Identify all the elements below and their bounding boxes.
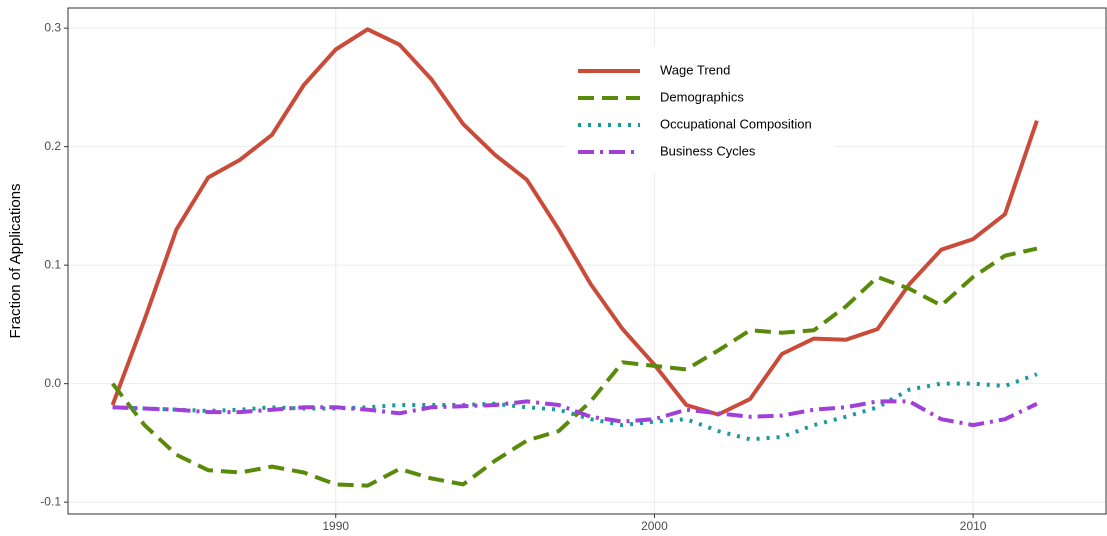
y-tick-label: -0.1	[40, 494, 61, 508]
line-series	[111, 246, 1038, 488]
x-tick-label: 2000	[641, 519, 668, 533]
y-axis-label: Fraction of Applications	[7, 183, 24, 338]
panel-border	[67, 7, 1107, 515]
line-series	[112, 399, 1038, 428]
legend-label: Business Cycles	[660, 143, 756, 158]
x-tick-label: 2010	[960, 519, 987, 533]
legend-label: Wage Trend	[660, 62, 730, 77]
line-series	[110, 27, 1039, 417]
line-series	[112, 372, 1038, 442]
legend-label: Occupational Composition	[660, 116, 812, 131]
legend-label: Demographics	[660, 89, 744, 104]
x-tick-label: 1990	[322, 519, 349, 533]
y-tick-label: 0.3	[44, 20, 61, 34]
y-tick-label: 0.2	[44, 139, 61, 153]
y-tick-label: 0.1	[44, 257, 61, 271]
y-tick-label: 0.0	[44, 376, 61, 390]
